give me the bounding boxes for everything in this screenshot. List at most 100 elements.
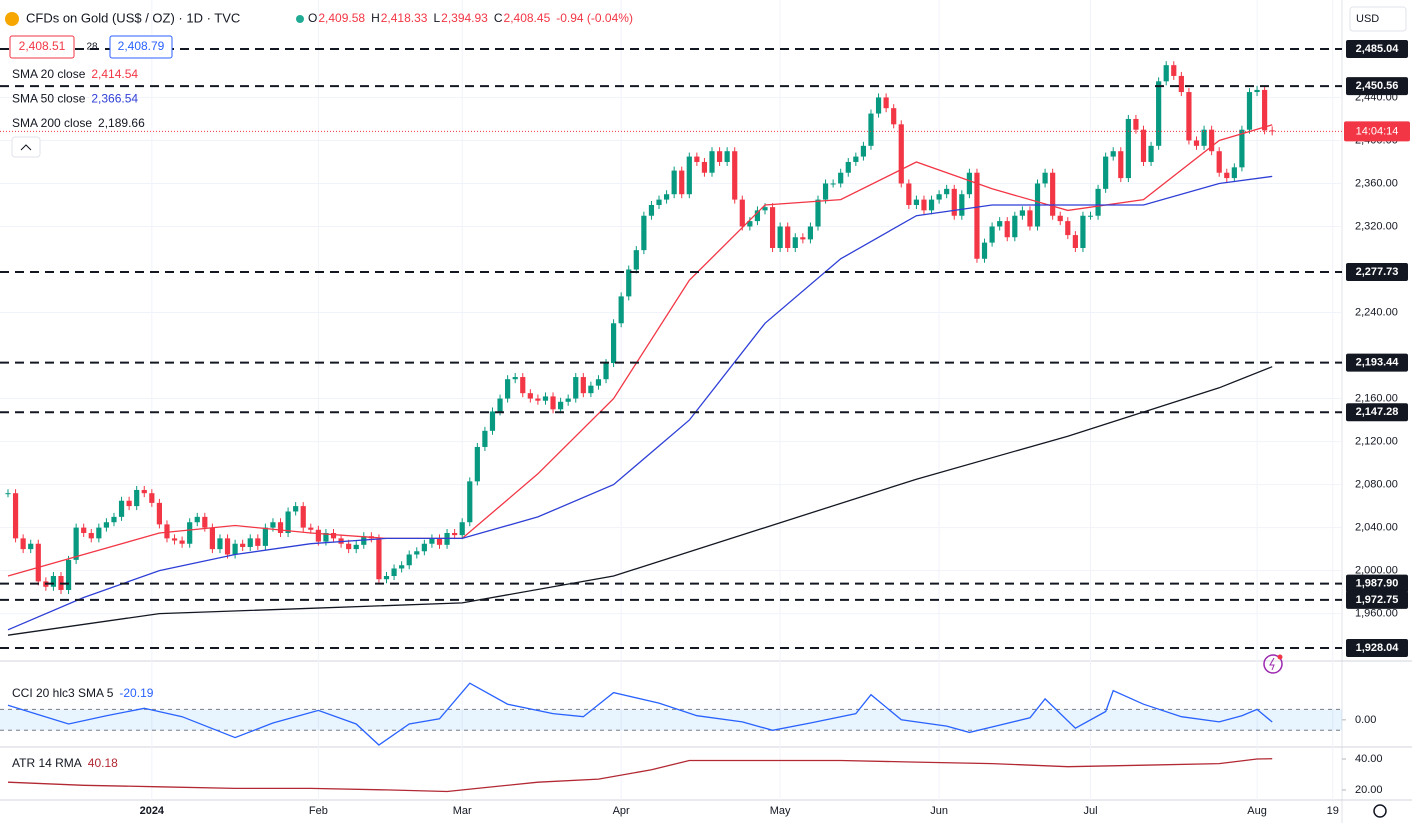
indicator-line [7,758,1273,793]
candle-body [376,538,382,580]
candle-body [1095,188,1101,216]
x-tick-label: Mar [453,805,472,817]
candle-body [542,396,549,401]
candle-body [1186,92,1192,141]
candle-body [754,210,761,222]
candle-body [785,226,791,248]
candle-body [732,151,738,200]
change: -0.94 (-0.04%) [556,11,633,25]
band-fill [0,709,1342,731]
y-tick-label: 40.00 [1355,753,1383,765]
bid-box[interactable] [9,35,75,59]
candle-body [588,385,594,394]
candle-body [1080,215,1086,248]
candle-body [452,532,458,536]
candle-body [88,532,94,539]
candle-body [399,565,405,569]
candle-body [580,377,586,394]
candle-body [65,559,72,590]
y-tick-label: 2,360.00 [1355,177,1398,189]
candle-body [527,393,533,399]
candle-body [716,151,723,162]
candle-body [489,411,496,431]
candle-body [474,446,480,482]
ohlc-value: 2,394.93 [441,11,488,25]
candle-body [1209,129,1215,152]
candle-body [1148,145,1154,162]
level-label: 2,277.73 [1356,266,1399,278]
candle-body [626,269,632,297]
grid [0,0,1346,800]
candle-body [853,156,859,162]
candle-body [353,544,359,550]
candle-body [944,188,950,195]
candle-body [558,401,564,410]
candle-body [505,379,511,399]
event-icon[interactable] [1263,654,1283,674]
candle-body [134,489,140,507]
candle-body [1087,215,1094,217]
collapse-icon [20,144,32,151]
market-status[interactable] [296,15,304,23]
candle-body [12,493,19,539]
candle-body [308,527,314,530]
currency-button[interactable] [1349,6,1407,32]
bid: 2,408.51 [19,39,66,53]
level-label: 1,987.90 [1356,578,1399,590]
candle-body [459,522,465,536]
ohlc-value: 2,418.33 [381,11,428,25]
candle-body [830,183,836,185]
candle-body [194,516,200,523]
collapse-button[interactable] [11,136,41,158]
level-label: 1,928.04 [1356,642,1400,654]
candle-body [1004,221,1010,238]
candle-body [618,296,624,324]
level-label: 1,972.75 [1356,594,1399,606]
x-tick-label: Jun [930,805,948,817]
ask-box[interactable] [109,35,173,59]
candle-body [232,543,238,555]
x-tick-label: Apr [613,805,630,817]
candle-body [240,543,246,547]
candle-body [156,502,162,525]
candle-body [611,323,617,364]
candle-body [898,124,904,184]
candle-body [860,145,867,157]
legend-name: SMA 20 close [12,67,86,81]
indicator-line [7,682,1273,746]
sma-line [7,124,1273,577]
ohlc-value: 2,409.58 [318,11,365,25]
y-tick-label: 2,000.00 [1355,565,1398,577]
settings-icon[interactable] [1373,804,1387,818]
candle-body [868,113,874,146]
legend-value: 2,366.54 [91,92,138,106]
candle-body [1072,235,1078,248]
x-tick-label: 2024 [140,805,165,817]
candle-body [217,538,223,550]
symbol-icon [5,12,19,26]
level-label-box [1346,639,1408,658]
candle-body [686,156,692,195]
countdown-box [1344,121,1410,142]
candle-body [1216,151,1222,173]
candle-body [981,242,988,259]
candle-body [1042,172,1048,184]
candle-body [1057,215,1063,222]
candle-body [724,151,730,162]
candle-body [512,377,518,380]
y-tick-label: 2,240.00 [1355,306,1398,318]
candle-body [1171,65,1177,76]
candle-body [141,489,147,494]
candle-body [293,506,299,512]
y-tick-label: 2,320.00 [1355,220,1398,232]
candle-body [1254,89,1260,93]
level-label: 2,193.44 [1356,357,1400,369]
candle-body [330,532,337,539]
x-tick-label: 19 [1327,805,1339,817]
candle-body [171,538,178,541]
sma-line [7,175,1273,631]
candle-body [1262,89,1268,131]
event-dot [1277,654,1283,660]
level-label-box [1346,590,1408,609]
candle-body [951,188,957,216]
